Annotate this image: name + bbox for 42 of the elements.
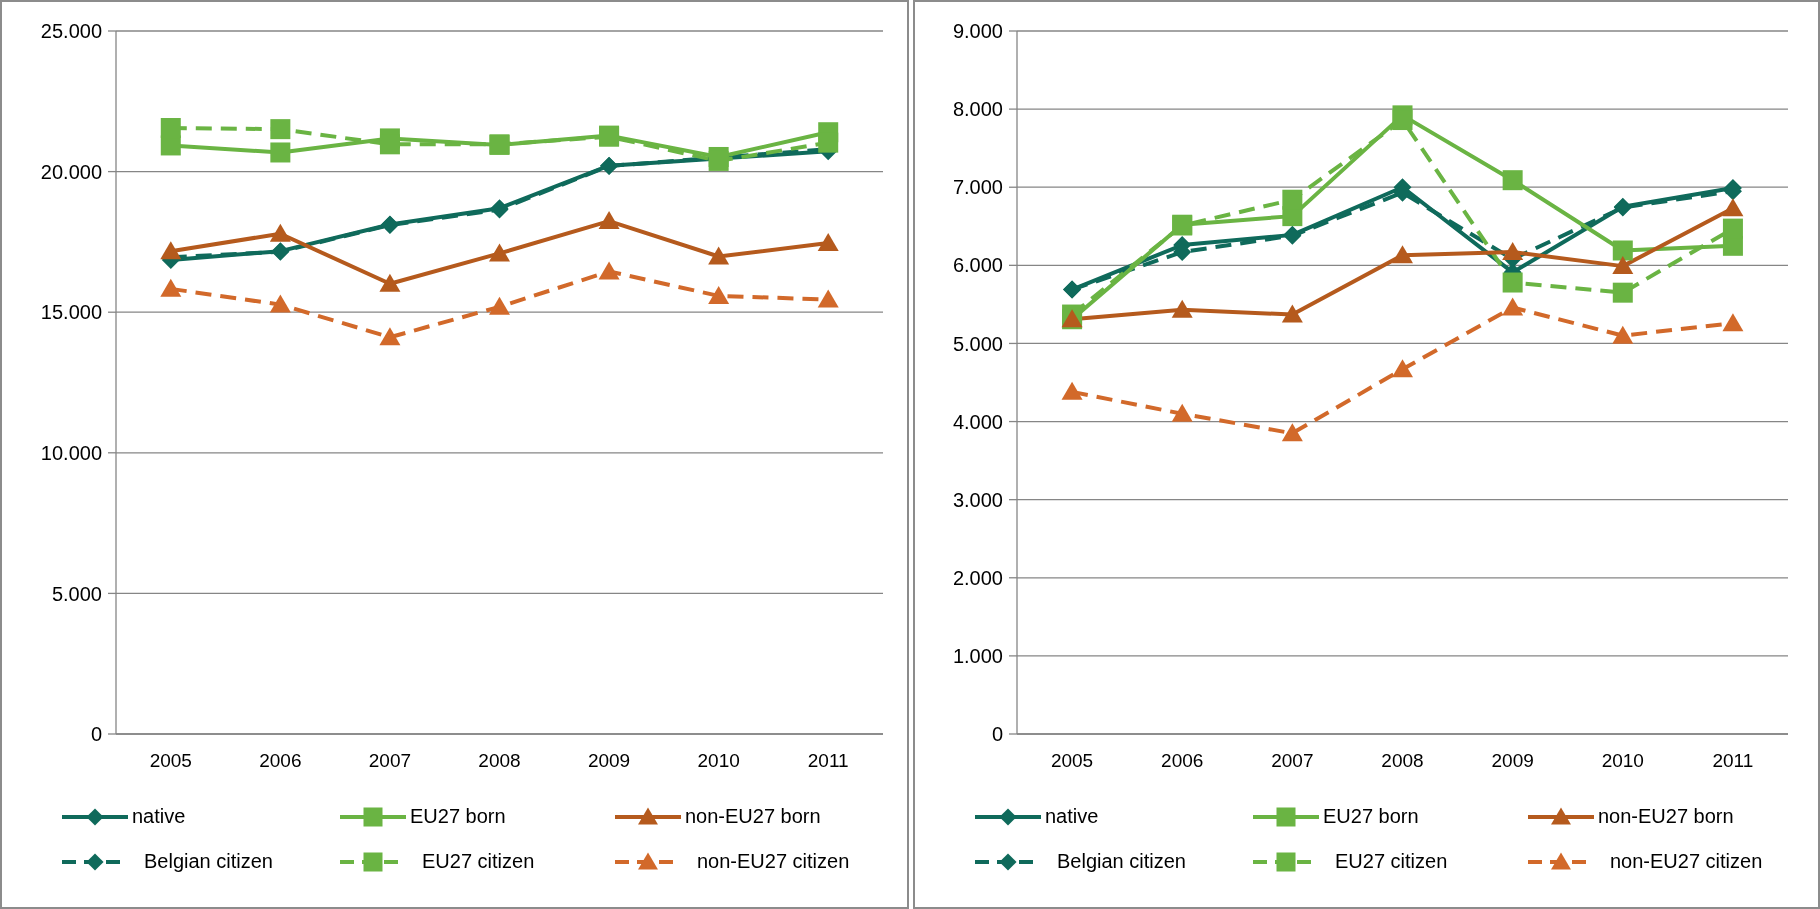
legend-label: EU27 citizen (1335, 850, 1448, 873)
y-tick-label: 2.000 (952, 566, 1003, 589)
x-tick-label: 2006 (259, 750, 302, 772)
x-tick-label: 2007 (1271, 750, 1314, 772)
x-tick-label: 2009 (1491, 750, 1534, 772)
x-tick-label: 2010 (697, 750, 740, 772)
x-tick-label: 2010 (1601, 750, 1644, 772)
x-tick-label: 2005 (1050, 750, 1094, 772)
y-tick-label: 5.000 (51, 582, 102, 605)
y-tick-label: 15.000 (40, 301, 102, 324)
x-tick-label: 2008 (1381, 750, 1424, 772)
legend-label: Belgian citizen (1057, 850, 1186, 873)
x-tick-label: 2009 (587, 750, 631, 772)
y-tick-label: 0 (90, 723, 102, 746)
y-tick-label: 10.000 (40, 441, 102, 464)
y-tick-label: 7.000 (952, 176, 1003, 199)
y-tick-label: 4.000 (952, 410, 1003, 433)
y-tick-label: 8.000 (952, 98, 1003, 121)
x-tick-label: 2005 (149, 750, 192, 772)
legend-label: native (1045, 805, 1099, 828)
legend-label: EU27 born (1323, 805, 1419, 828)
y-tick-label: 20.000 (40, 160, 102, 183)
y-tick-label: 25.000 (40, 20, 102, 43)
x-tick-label: 2008 (478, 750, 521, 772)
y-tick-label: 0 (991, 723, 1003, 746)
x-tick-label: 2007 (368, 750, 412, 772)
y-tick-label: 1.000 (952, 644, 1003, 667)
y-tick-label: 6.000 (952, 254, 1003, 277)
legend-label: non-EU27 citizen (697, 850, 850, 873)
legend-label: EU27 citizen (422, 850, 535, 873)
legend-label: Belgian citizen (144, 850, 273, 873)
x-tick-label: 2006 (1161, 750, 1204, 772)
y-tick-label: 3.000 (952, 488, 1003, 511)
legend-label: non-EU27 citizen (1610, 850, 1763, 873)
legend-label: non-EU27 born (685, 805, 821, 828)
x-tick-label: 2011 (1712, 750, 1754, 772)
x-tick-label: 2011 (807, 750, 849, 772)
legend-label: EU27 born (410, 805, 506, 828)
y-tick-label: 9.000 (952, 20, 1003, 43)
y-tick-label: 5.000 (952, 332, 1003, 355)
legend-label: non-EU27 born (1598, 805, 1734, 828)
legend-label: native (132, 805, 186, 828)
